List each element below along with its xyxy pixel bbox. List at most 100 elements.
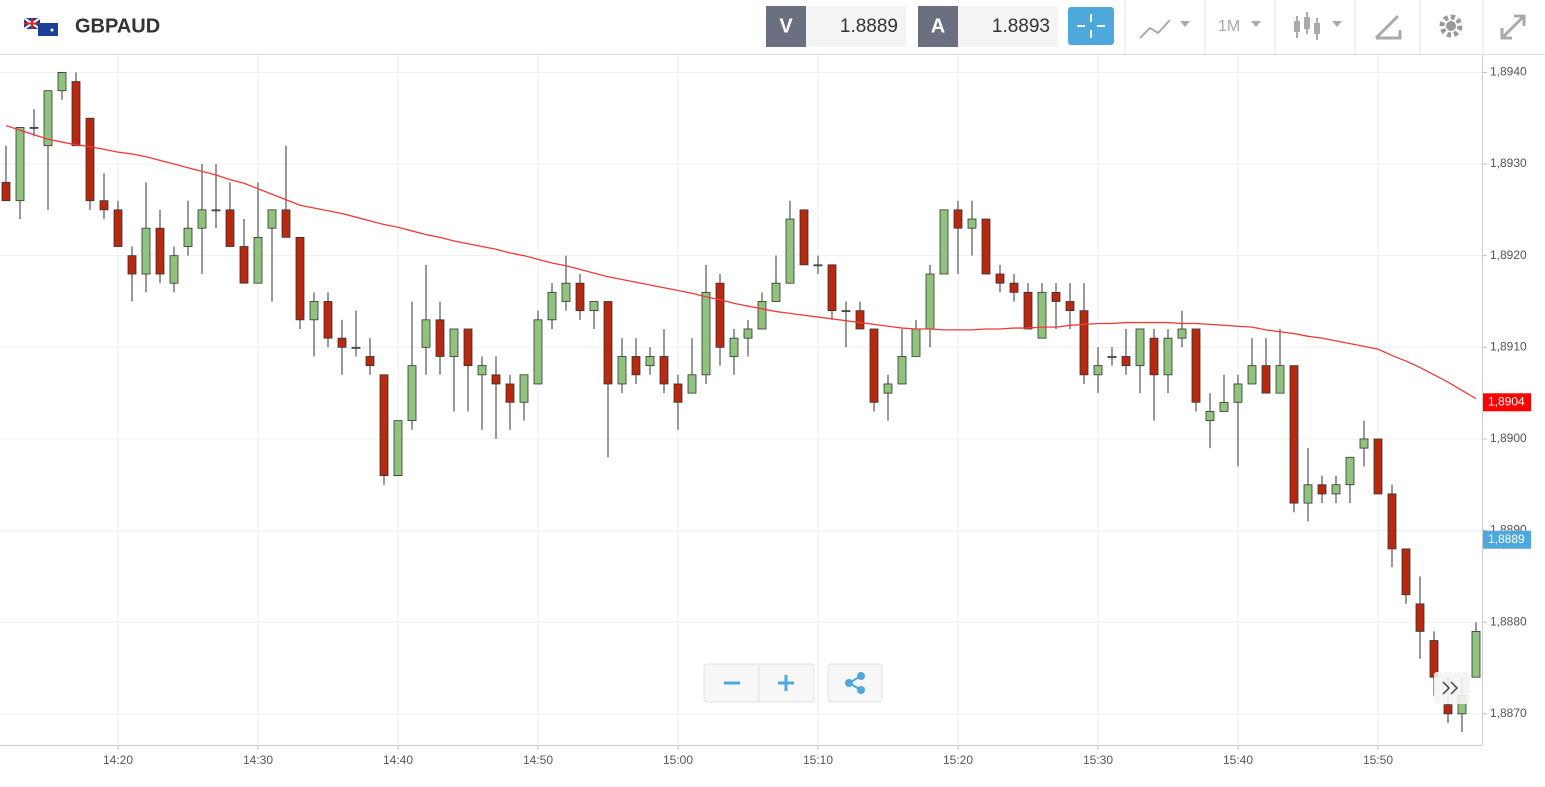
flag-gb-cross: [24, 18, 40, 29]
candle-body: [645, 356, 655, 367]
candle-body: [141, 227, 151, 275]
plot: 1,88701,88801,88901,89001,89101,89201,89…: [0, 55, 1531, 767]
candle-body: [197, 209, 207, 229]
candle-body: [1471, 630, 1481, 678]
candle-body: [967, 218, 977, 229]
candle-body: [463, 328, 473, 367]
candle-body: [1247, 365, 1257, 385]
candle-body: [1443, 704, 1453, 715]
scroll-end-button[interactable]: [1434, 672, 1470, 704]
candle-body: [435, 319, 445, 357]
candle-body: [127, 255, 137, 275]
candle-body: [589, 301, 599, 312]
candle-body: [155, 227, 165, 275]
candles-icon: [1304, 17, 1310, 29]
candle-body: [561, 282, 571, 302]
candle-body: [309, 301, 319, 321]
candle-body: [939, 209, 949, 275]
bid-tag: [766, 6, 806, 47]
candle-body: [253, 236, 263, 284]
share-button[interactable]: [827, 663, 883, 703]
symbol: GBPAUD: [75, 15, 160, 37]
x-tick-label: 15:10: [803, 753, 833, 767]
candle-body: [1345, 456, 1355, 486]
candle-body: [547, 291, 557, 321]
x-tick-label: 15:20: [943, 753, 973, 767]
chart-type-icon[interactable]: [1139, 19, 1171, 39]
candle-body: [953, 209, 963, 229]
moving-average: [5, 124, 1477, 400]
settings-icon[interactable]: [1439, 14, 1463, 38]
candle-body: [1079, 310, 1089, 376]
candle-body: [1275, 365, 1285, 394]
candle-body: [1415, 603, 1425, 632]
x-tick-label: 15:50: [1363, 753, 1393, 767]
candle-body: [1373, 438, 1383, 495]
candle-body: [1303, 484, 1313, 504]
candle-body: [1009, 282, 1019, 293]
candle-body: [1037, 291, 1047, 339]
candle-body: [1387, 493, 1397, 550]
flag-au: [38, 23, 58, 36]
candle-body: [393, 420, 403, 476]
candle-body: [99, 200, 109, 211]
candle-body: [1023, 291, 1033, 330]
candle-body: [267, 209, 277, 229]
zoom-in[interactable]: [778, 675, 794, 691]
candle-body: [239, 246, 249, 284]
candle-body: [841, 310, 851, 313]
y-tick-label: 1,8920: [1490, 248, 1527, 262]
bid-label: V: [779, 15, 793, 37]
candle-body: [1, 181, 11, 202]
candle-body: [519, 374, 529, 403]
candle-body: [1191, 328, 1201, 403]
candles-icon: [1294, 21, 1300, 32]
bid-box[interactable]: [806, 6, 906, 47]
candle-body: [575, 282, 585, 312]
candle-body: [729, 337, 739, 357]
candle-body: [183, 227, 193, 247]
candle-body: [1065, 301, 1075, 312]
dropdown-arrow: [1180, 21, 1190, 27]
candle-body: [1401, 548, 1411, 596]
candle-body: [169, 255, 179, 284]
x-tick-label: 15:00: [663, 753, 693, 767]
candle-body: [15, 126, 25, 202]
candle-body: [337, 337, 347, 348]
candle-body: [981, 218, 991, 275]
candle-body: [1107, 356, 1117, 358]
y-tick-label: 1,8910: [1490, 339, 1527, 353]
candle-body: [113, 209, 123, 247]
candle-body: [351, 346, 361, 349]
candle-body: [407, 365, 417, 422]
candle-body: [813, 264, 823, 267]
crosshair-icon: [1077, 14, 1105, 38]
drawing-icon[interactable]: [1374, 14, 1402, 40]
crosshair-button[interactable]: [1068, 7, 1114, 45]
candle-body: [29, 126, 39, 129]
candle-body: [1429, 640, 1439, 678]
candle-body: [673, 383, 683, 403]
y-tick-label: 1,8880: [1490, 614, 1527, 628]
candle-body: [715, 282, 725, 348]
candle-body: [1163, 337, 1173, 376]
candle-body: [491, 374, 501, 385]
candle-body: [1233, 383, 1243, 403]
timeframe[interactable]: 1M: [1218, 18, 1240, 35]
ask-label: A: [931, 15, 945, 37]
candle-body: [631, 356, 641, 376]
dropdown-arrow: [1332, 21, 1342, 27]
candle-body: [379, 374, 389, 476]
candle-body: [505, 383, 515, 403]
candle-body: [43, 90, 53, 147]
candle-body: [57, 72, 67, 92]
ask-price: 1.8893: [992, 16, 1050, 37]
candle-body: [617, 356, 627, 385]
x-tick-label: 14:20: [103, 753, 133, 767]
x-tick-label: 14:40: [383, 753, 413, 767]
ask-box[interactable]: [958, 6, 1058, 47]
fullscreen-icon[interactable]: [1500, 14, 1526, 40]
candle-body: [71, 81, 81, 147]
candle-body: [85, 117, 95, 202]
